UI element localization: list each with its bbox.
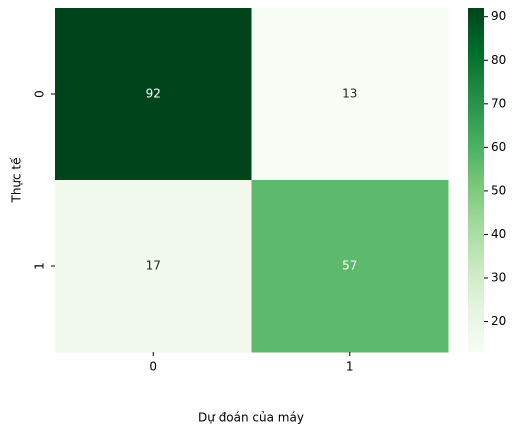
x-tick-label: 0: [149, 360, 157, 374]
cell-label: 57: [342, 259, 357, 273]
y-tick-label: 1: [33, 262, 47, 270]
cell-label: 92: [146, 87, 161, 101]
colorbar-tick-label: 90: [491, 9, 506, 23]
colorbar-tick-label: 60: [491, 140, 506, 154]
colorbar-tick-label: 40: [491, 227, 506, 241]
heatmap-cell: [55, 180, 252, 353]
cell-label: 13: [342, 87, 357, 101]
colorbar-tick-label: 70: [491, 96, 506, 110]
colorbar-tick-label: 20: [491, 314, 506, 328]
x-tick-label: 1: [346, 360, 354, 374]
heatmap-cell: [251, 180, 449, 353]
heatmap-cell: [251, 8, 449, 181]
heatmap-cell: [55, 8, 252, 181]
y-tick-label: 0: [33, 90, 47, 98]
x-axis-label: Dự đoán của máy: [198, 411, 304, 425]
colorbar-tick-label: 50: [491, 183, 506, 197]
colorbar-tick-label: 80: [491, 53, 506, 67]
y-axis-label: Thực tế: [10, 157, 24, 204]
cell-label: 17: [146, 259, 161, 273]
colorbar-tick-label: 30: [491, 270, 506, 284]
colorbar: [468, 8, 484, 352]
